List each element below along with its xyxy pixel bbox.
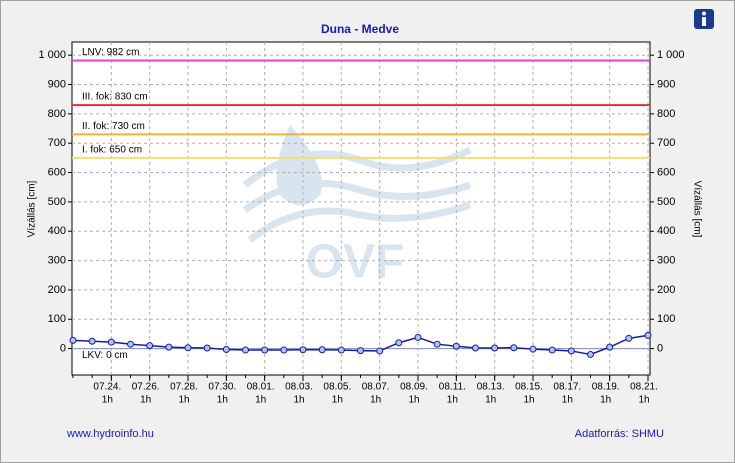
data-point — [88, 337, 96, 345]
data-point — [491, 344, 499, 352]
plot-area — [71, 41, 651, 376]
x-tick-label: 08.13. — [477, 382, 505, 393]
y-tick-label: 200 — [48, 284, 66, 296]
data-point — [395, 339, 403, 347]
watermark-logo — [242, 125, 472, 243]
x-tick-hour: 1h — [140, 395, 151, 406]
x-tick-label: 08.21. — [630, 382, 658, 393]
x-tick-hour: 1h — [370, 395, 381, 406]
data-point — [548, 346, 556, 354]
chart-title: Duna - Medve — [321, 22, 399, 36]
data-point — [452, 342, 460, 350]
y2-tick-label: 1 000 — [657, 49, 685, 61]
y-tick-label: 900 — [48, 78, 66, 90]
data-point — [357, 347, 364, 355]
x-tick-hour: 1h — [102, 395, 113, 406]
threshold-label: LNV: 982 cm — [82, 47, 139, 58]
x-tick-hour: 1h — [332, 395, 343, 406]
x-tick-hour: 1h — [178, 395, 189, 406]
data-point — [644, 331, 652, 339]
y-tick-label: 500 — [48, 196, 66, 208]
data-point — [127, 340, 134, 348]
data-point — [433, 340, 441, 348]
x-tick-label: 08.19. — [592, 382, 620, 393]
y-tick-label: 400 — [48, 225, 66, 237]
x-tick-hour: 1h — [217, 395, 228, 406]
y2-tick-label: 300 — [657, 254, 675, 266]
x-tick-label: 07.24. — [93, 382, 121, 393]
x-tick-label: 08.03. — [285, 382, 313, 393]
data-point — [280, 346, 288, 354]
x-tick-hour: 1h — [485, 395, 496, 406]
x-tick-label: 07.30. — [208, 382, 236, 393]
x-tick-label: 07.28. — [170, 382, 198, 393]
x-tick-label: 07.26. — [132, 382, 160, 393]
x-tick-hour: 1h — [562, 395, 573, 406]
data-point — [299, 346, 307, 354]
data-point — [414, 333, 422, 341]
x-tick-hour: 1h — [255, 395, 266, 406]
x-tick-hour: 1h — [408, 395, 419, 406]
y2-axis-label: Vízállás [cm] — [691, 181, 702, 238]
threshold-label: III. fok: 830 cm — [82, 92, 148, 103]
data-point — [472, 344, 479, 352]
y2-tick-label: 200 — [657, 284, 675, 296]
x-tick-label: 08.09. — [400, 382, 428, 393]
y-tick-label: 0 — [60, 343, 66, 355]
y2-tick-label: 900 — [657, 78, 675, 90]
watermark: OVF — [306, 236, 405, 289]
y2-tick-label: 400 — [657, 225, 675, 237]
y2-tick-label: 700 — [657, 137, 675, 149]
data-point — [510, 344, 518, 352]
footer-left: www.hydroinfo.hu — [66, 428, 154, 440]
data-point — [165, 343, 173, 351]
y-axis-label: Vízállás [cm] — [27, 180, 38, 237]
y2-tick-label: 0 — [657, 343, 663, 355]
x-tick-label: 08.01. — [247, 382, 275, 393]
x-tick-hour: 1h — [447, 395, 458, 406]
y2-tick-label: 500 — [657, 196, 675, 208]
x-tick-label: 08.11. — [439, 382, 466, 393]
y2-tick-label: 800 — [657, 108, 675, 120]
data-point — [318, 346, 326, 354]
info-icon[interactable] — [694, 9, 714, 29]
threshold-label: I. fok: 650 cm — [82, 145, 142, 156]
footer-right: Adatforrás: SHMU — [575, 428, 664, 440]
y-tick-label: 1 000 — [38, 49, 66, 61]
y-tick-label: 700 — [48, 137, 66, 149]
data-point — [146, 342, 154, 350]
x-tick-label: 08.17. — [553, 382, 581, 393]
data-point — [203, 344, 211, 352]
data-point — [261, 346, 269, 354]
y-tick-label: 800 — [48, 108, 66, 120]
y-tick-label: 100 — [48, 313, 66, 325]
x-tick-hour: 1h — [638, 395, 649, 406]
threshold-label: II. fok: 730 cm — [82, 121, 145, 132]
data-point — [606, 343, 614, 351]
data-point — [587, 350, 594, 358]
x-tick-label: 08.15. — [515, 382, 543, 393]
data-point — [376, 347, 384, 355]
data-point — [242, 346, 249, 354]
x-tick-label: 08.05. — [323, 382, 351, 393]
y2-tick-label: 100 — [657, 313, 675, 325]
data-point — [222, 345, 230, 353]
y2-tick-label: 600 — [657, 166, 675, 178]
y-tick-label: 600 — [48, 166, 66, 178]
data-point — [69, 336, 77, 344]
data-point — [529, 345, 537, 353]
data-point — [567, 347, 575, 355]
x-tick-hour: 1h — [600, 395, 611, 406]
x-tick-hour: 1h — [293, 395, 304, 406]
data-point — [184, 344, 192, 352]
data-point — [625, 334, 633, 342]
y-tick-label: 300 — [48, 254, 66, 266]
x-tick-label: 08.07. — [362, 382, 390, 393]
threshold-label: LKV: 0 cm — [82, 350, 128, 361]
x-tick-hour: 1h — [523, 395, 534, 406]
data-point — [337, 346, 345, 354]
data-point — [107, 338, 115, 346]
